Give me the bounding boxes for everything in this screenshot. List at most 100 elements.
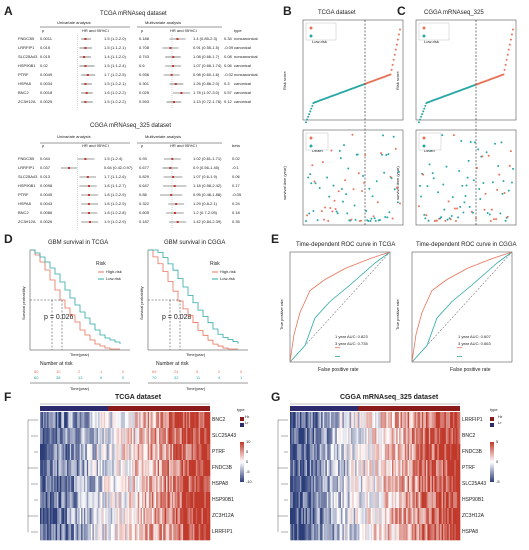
heat-g-cell: [394, 492, 397, 509]
heat-g-cell: [396, 476, 398, 493]
heat-f-cell: [168, 460, 171, 477]
heat-f-cell: [117, 444, 120, 461]
heat-f-cell: [143, 460, 146, 477]
heat-g-cell: [424, 444, 427, 461]
heat-g-cell: [445, 460, 448, 477]
heat-f-cell: [188, 476, 191, 493]
panel-d-pval-left: p = 0.026: [44, 314, 74, 321]
heat-g-cell: [452, 444, 455, 461]
heat-f-cell: [59, 508, 62, 525]
panel-c-surv-point: [494, 142, 497, 145]
heat-g-cell: [341, 444, 343, 461]
heat-f-cell: [200, 444, 202, 461]
heat-f-cell: [58, 428, 61, 445]
heat-f-cell: [194, 492, 197, 509]
heat-g-cell: [400, 508, 403, 525]
km-right-low-curve: [148, 249, 239, 344]
heat-g-cell: [348, 412, 350, 429]
heat-g-cell: [352, 476, 355, 493]
heat-f-cell: [144, 492, 147, 509]
heat-g-cell: [430, 524, 432, 541]
heat-g-cell: [329, 476, 332, 493]
heat-g-cell: [420, 508, 423, 525]
heat-f-cell: [198, 460, 201, 477]
heat-f-cell: [137, 444, 140, 461]
heat-f-cell: [65, 412, 68, 429]
heat-g-cell: [366, 508, 369, 525]
heat-f-cell: [193, 412, 195, 429]
heat-g-cell: [319, 428, 322, 445]
heat-g-cell: [311, 508, 313, 525]
heat-f-cell: [156, 492, 158, 509]
panel-f-leg-lr: Lr: [245, 420, 249, 425]
heat-g-cell: [457, 428, 459, 445]
heat-g-cell: [321, 476, 323, 493]
heat-g-cell: [353, 412, 356, 429]
heat-g-cell: [427, 460, 430, 477]
heat-f-cell: [61, 428, 63, 445]
heat-f-cell: [133, 524, 136, 541]
heat-g-cell: [302, 508, 305, 525]
heat-f-cell: [136, 460, 139, 477]
heat-f-cell: [78, 476, 80, 493]
panel-c-surv-point: [427, 219, 430, 222]
p-col-top-2: p: [141, 28, 144, 33]
heat-g-cell: [420, 460, 423, 477]
heat-f-cell: [187, 476, 190, 493]
pval-uni: 0.0025: [40, 99, 53, 104]
heat-g-cell: [366, 428, 369, 445]
type-value: canonical: [234, 99, 251, 104]
heat-f-cell: [117, 412, 120, 429]
heat-g-cell: [350, 508, 353, 525]
heat-g-cell: [437, 476, 440, 493]
heat-g-cell: [325, 428, 328, 445]
panel-b-surv-point: [378, 219, 381, 222]
heat-g-cell: [294, 428, 296, 445]
heat-g-cell: [416, 524, 418, 541]
heat-g-cell: [355, 476, 357, 493]
heat-g-cell: [417, 508, 420, 525]
panel-b-surv-point: [397, 170, 400, 173]
heat-g-cell: [427, 444, 430, 461]
heat-f-cell: [102, 444, 105, 461]
heat-g-cell: [404, 444, 407, 461]
heat-f-cell: [190, 412, 192, 429]
heat-g-cell: [383, 428, 386, 445]
hr-point-uni: [84, 65, 87, 67]
heat-f-cell: [42, 444, 45, 461]
heat-f-cell: [191, 444, 194, 461]
heat-g-cell: [328, 476, 330, 493]
heat-g-cell: [372, 428, 374, 445]
heat-g-cell: [418, 476, 421, 493]
heatmap-gene-label: FNDC3B: [462, 449, 483, 455]
heat-f-cell: [194, 460, 197, 477]
heat-g-cell: [387, 476, 390, 493]
heat-f-cell: [65, 460, 68, 477]
heat-f-cell: [115, 476, 117, 493]
heat-g-cell: [409, 492, 411, 509]
heat-g-cell: [331, 428, 333, 445]
heat-g-cell: [431, 412, 434, 429]
hr-point-uni: [84, 101, 87, 103]
heat-f-cell: [127, 508, 130, 525]
heat-g-cell: [394, 444, 397, 461]
heat-g-cell: [441, 476, 444, 493]
heat-g-cell: [438, 428, 441, 445]
heat-g-cell: [291, 444, 294, 461]
heat-f-cell: [48, 412, 51, 429]
heat-f-cell: [99, 412, 102, 429]
panel-b-legend-dot-high: [309, 26, 313, 30]
heat-g-cell: [365, 524, 367, 541]
heat-g-cell: [350, 412, 353, 429]
heat-f-cell: [157, 476, 160, 493]
heat-g-cell: [363, 460, 366, 477]
panel-b-surv-point: [332, 184, 335, 187]
heat-f-cell: [202, 492, 205, 509]
heat-f-cell: [75, 476, 78, 493]
heat-g-cell: [444, 492, 447, 509]
heat-f-cell: [89, 460, 92, 477]
heat-g-cell: [379, 412, 381, 429]
heat-f-cell: [54, 492, 56, 509]
heat-g-cell: [416, 428, 418, 445]
panel-c-top-frame: [415, 19, 517, 121]
